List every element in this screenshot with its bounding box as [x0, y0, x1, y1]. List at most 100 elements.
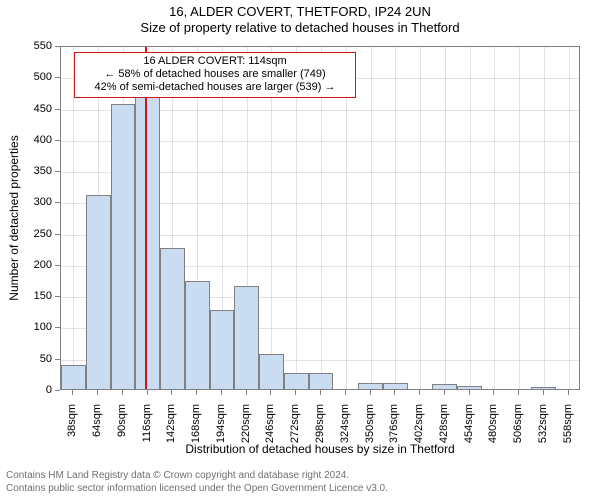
y-tick-mark [55, 265, 60, 266]
annotation-line: ← 58% of detached houses are smaller (74… [81, 68, 349, 81]
y-tick-label: 500 [0, 71, 52, 83]
y-tick-mark [55, 390, 60, 391]
x-tick-mark [196, 390, 197, 395]
x-tick-label: 558sqm [562, 404, 574, 452]
gridline-vertical [420, 47, 421, 389]
x-tick-mark [345, 390, 346, 395]
y-tick-mark [55, 109, 60, 110]
x-tick-label: 350sqm [364, 404, 376, 452]
x-tick-mark [518, 390, 519, 395]
annotation-line: 42% of semi-detached houses are larger (… [81, 81, 349, 94]
histogram-bar [61, 365, 86, 389]
footer-line1: Contains HM Land Registry data © Crown c… [6, 470, 388, 483]
gridline-vertical [445, 47, 446, 389]
x-tick-mark [469, 390, 470, 395]
histogram-bar [432, 384, 457, 389]
x-tick-mark [320, 390, 321, 395]
y-tick-mark [55, 140, 60, 141]
x-tick-mark [246, 390, 247, 395]
gridline-vertical [494, 47, 495, 389]
plot-area [60, 46, 580, 390]
histogram-bar [457, 386, 482, 389]
x-tick-label: 298sqm [314, 404, 326, 452]
x-tick-label: 376sqm [388, 404, 400, 452]
gridline-vertical [346, 47, 347, 389]
y-tick-mark [55, 296, 60, 297]
x-tick-label: 168sqm [190, 404, 202, 452]
gridline-vertical [371, 47, 372, 389]
x-tick-label: 480sqm [487, 404, 499, 452]
y-tick-label: 400 [0, 134, 52, 146]
x-tick-label: 64sqm [91, 404, 103, 452]
x-tick-label: 38sqm [66, 404, 78, 452]
attribution-footer: Contains HM Land Registry data © Crown c… [6, 470, 388, 495]
y-tick-label: 300 [0, 196, 52, 208]
histogram-bar [185, 281, 210, 389]
x-tick-mark [147, 390, 148, 395]
x-tick-mark [72, 390, 73, 395]
y-tick-label: 150 [0, 290, 52, 302]
histogram-bar [234, 286, 259, 389]
y-tick-label: 50 [0, 353, 52, 365]
gridline-vertical [470, 47, 471, 389]
x-tick-label: 532sqm [537, 404, 549, 452]
x-tick-label: 246sqm [264, 404, 276, 452]
gridline-vertical [296, 47, 297, 389]
x-tick-mark [221, 390, 222, 395]
histogram-bar [111, 104, 136, 389]
annotation-line: 16 ALDER COVERT: 114sqm [81, 55, 349, 68]
x-tick-mark [419, 390, 420, 395]
x-tick-label: 324sqm [339, 404, 351, 452]
x-tick-mark [543, 390, 544, 395]
histogram-bar [284, 373, 309, 389]
x-tick-label: 454sqm [463, 404, 475, 452]
histogram-bar [135, 78, 160, 389]
y-tick-label: 100 [0, 321, 52, 333]
footer-line2: Contains public sector information licen… [6, 483, 388, 496]
x-tick-label: 402sqm [413, 404, 425, 452]
x-tick-mark [394, 390, 395, 395]
gridline-vertical [569, 47, 570, 389]
y-tick-label: 250 [0, 228, 52, 240]
x-tick-mark [270, 390, 271, 395]
x-tick-label: 506sqm [512, 404, 524, 452]
histogram-bar [383, 383, 408, 389]
histogram-bar [210, 310, 235, 389]
gridline-vertical [544, 47, 545, 389]
x-tick-mark [370, 390, 371, 395]
y-tick-label: 200 [0, 259, 52, 271]
x-tick-mark [122, 390, 123, 395]
gridline-vertical [271, 47, 272, 389]
y-tick-label: 350 [0, 165, 52, 177]
gridline-vertical [395, 47, 396, 389]
x-tick-label: 90sqm [116, 404, 128, 452]
chart-title-line1: 16, ALDER COVERT, THETFORD, IP24 2UN [0, 4, 600, 20]
chart-container: { "title": { "line1": "16, ALDER COVERT,… [0, 0, 600, 500]
histogram-bar [358, 383, 383, 389]
y-tick-mark [55, 202, 60, 203]
x-tick-label: 194sqm [215, 404, 227, 452]
x-tick-mark [295, 390, 296, 395]
chart-title-line2: Size of property relative to detached ho… [0, 20, 600, 36]
y-tick-mark [55, 327, 60, 328]
x-tick-mark [568, 390, 569, 395]
y-tick-label: 0 [0, 384, 52, 396]
x-tick-mark [97, 390, 98, 395]
y-tick-mark [55, 359, 60, 360]
y-tick-mark [55, 46, 60, 47]
y-tick-label: 450 [0, 103, 52, 115]
gridline-vertical [321, 47, 322, 389]
x-tick-label: 142sqm [165, 404, 177, 452]
reference-line [145, 47, 147, 389]
x-tick-label: 428sqm [438, 404, 450, 452]
y-tick-mark [55, 77, 60, 78]
x-tick-label: 220sqm [240, 404, 252, 452]
histogram-bar [86, 195, 111, 389]
gridline-vertical [73, 47, 74, 389]
chart-title: 16, ALDER COVERT, THETFORD, IP24 2UN Siz… [0, 4, 600, 37]
y-tick-label: 550 [0, 40, 52, 52]
histogram-bar [309, 373, 334, 389]
histogram-bar [259, 354, 284, 389]
x-tick-label: 272sqm [289, 404, 301, 452]
gridline-vertical [519, 47, 520, 389]
